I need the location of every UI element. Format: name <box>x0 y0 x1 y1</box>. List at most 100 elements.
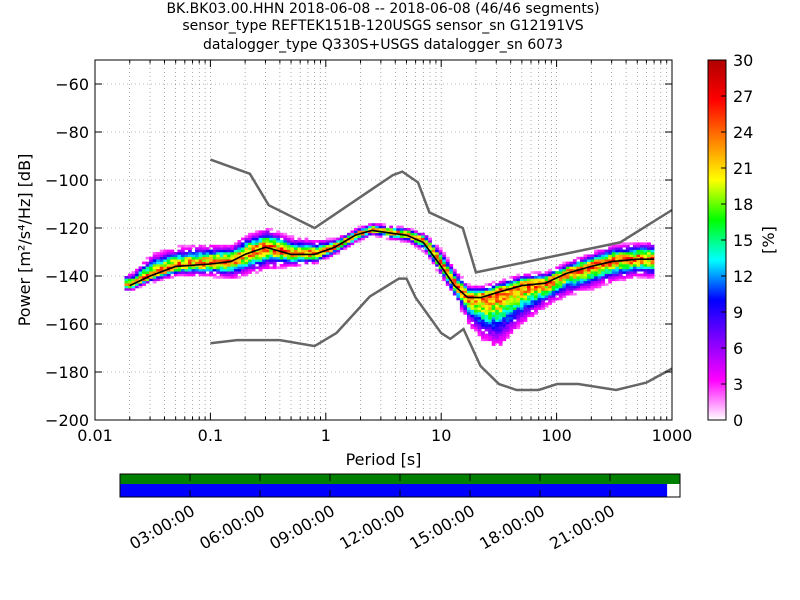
heatmap-cell <box>484 312 489 315</box>
heatmap-cell <box>170 249 175 253</box>
heatmap-cell <box>488 314 492 318</box>
heatmap-cell <box>322 252 327 255</box>
heatmap-cell <box>216 249 221 253</box>
heatmap-cell <box>301 240 305 243</box>
heatmap-cell <box>269 249 274 253</box>
heatmap-cell <box>233 249 238 253</box>
heatmap-cell <box>544 288 549 291</box>
heatmap-cell <box>361 235 365 238</box>
heatmap-cell <box>131 273 136 277</box>
heatmap-cell <box>505 283 510 286</box>
heatmap-cell <box>502 328 507 332</box>
heatmap-cell <box>474 300 478 303</box>
heatmap-cell <box>639 252 644 255</box>
heatmap-cell <box>555 290 560 294</box>
heatmap-cell <box>149 259 154 262</box>
heatmap-cell <box>565 280 570 284</box>
heatmap-cell <box>237 261 242 265</box>
heatmap-cell <box>495 283 500 286</box>
heatmap-cell <box>544 292 549 296</box>
heatmap-cell <box>226 254 231 258</box>
heatmap-cell <box>180 259 185 262</box>
heatmap-cell <box>594 268 598 272</box>
heatmap-cell <box>205 261 210 265</box>
heatmap-cell <box>562 268 567 272</box>
heatmap-cell <box>519 314 524 318</box>
heatmap-cell <box>523 307 528 310</box>
heatmap-cell <box>488 333 492 337</box>
heatmap-cell <box>565 276 570 279</box>
heatmap-cell <box>481 285 485 289</box>
heatmap-cell <box>435 261 440 265</box>
heatmap-cell <box>226 273 231 277</box>
heatmap-cell <box>311 249 316 253</box>
heatmap-cell <box>272 249 277 253</box>
heatmap-cell <box>357 240 362 243</box>
heatmap-cell <box>544 302 549 306</box>
heatmap-cell <box>629 261 634 265</box>
heatmap-cell <box>622 278 627 282</box>
heatmap-cell <box>505 333 510 337</box>
heatmap-cell <box>233 254 238 258</box>
heatmap-cell <box>226 249 231 253</box>
heatmap-cell <box>530 295 535 298</box>
heatmap-cell <box>618 276 623 279</box>
heatmap-cell <box>505 316 510 320</box>
heatmap-cell <box>555 278 560 282</box>
heatmap-cell <box>615 254 620 258</box>
heatmap-cell <box>406 228 411 231</box>
heatmap-cell <box>308 252 312 255</box>
heatmap-cell <box>484 336 489 339</box>
heatmap-cell <box>382 223 387 226</box>
heatmap-cell <box>505 285 510 289</box>
heatmap-cell <box>548 295 553 298</box>
heatmap-cell <box>191 261 196 265</box>
heatmap-cell <box>488 309 492 313</box>
heatmap-cell <box>346 242 351 246</box>
heatmap-cell <box>527 273 531 277</box>
heatmap-cell <box>251 244 256 248</box>
heatmap-cell <box>579 285 584 289</box>
heatmap-cell <box>332 252 337 255</box>
heatmap-cell <box>212 266 217 270</box>
heatmap-cell <box>159 278 164 282</box>
heatmap-cell <box>127 283 132 286</box>
heatmap-cell <box>512 321 517 325</box>
heatmap-cell <box>541 273 545 277</box>
heatmap-cell <box>248 235 252 238</box>
heatmap-cell <box>632 252 637 255</box>
heatmap-cell <box>509 276 514 279</box>
heatmap-cell <box>279 247 284 250</box>
heatmap-cell <box>488 319 492 322</box>
heatmap-cell <box>456 280 461 284</box>
heatmap-cell <box>163 252 168 255</box>
x-tick-label: 10 <box>431 426 451 445</box>
heatmap-cell <box>445 261 450 265</box>
heatmap-cell <box>389 232 394 236</box>
heatmap-cell <box>579 266 584 270</box>
heatmap-cell <box>269 244 274 248</box>
heatmap-cell <box>459 276 464 279</box>
heatmap-cell <box>534 295 538 298</box>
heatmap-cell <box>495 333 500 337</box>
heatmap-cell <box>279 254 284 258</box>
heatmap-cell <box>516 319 521 322</box>
heatmap-cell <box>248 259 252 262</box>
heatmap-cell <box>159 266 164 270</box>
heatmap-cell <box>601 273 605 277</box>
heatmap-cell <box>188 249 192 253</box>
heatmap-cell <box>403 240 408 243</box>
heatmap-cell <box>156 259 161 262</box>
heatmap-cell <box>544 285 549 289</box>
heatmap-cell <box>519 300 524 303</box>
heatmap-cell <box>625 249 630 253</box>
heatmap-cell <box>152 254 157 258</box>
heatmap-cell <box>555 285 560 289</box>
heatmap-cell <box>332 237 337 241</box>
heatmap-cell <box>244 271 249 274</box>
y-tick-label: −200 <box>45 411 89 430</box>
heatmap-cell <box>632 261 637 265</box>
heatmap-cell <box>611 278 616 282</box>
heatmap-cell <box>449 276 454 279</box>
heatmap-cell <box>283 240 288 243</box>
